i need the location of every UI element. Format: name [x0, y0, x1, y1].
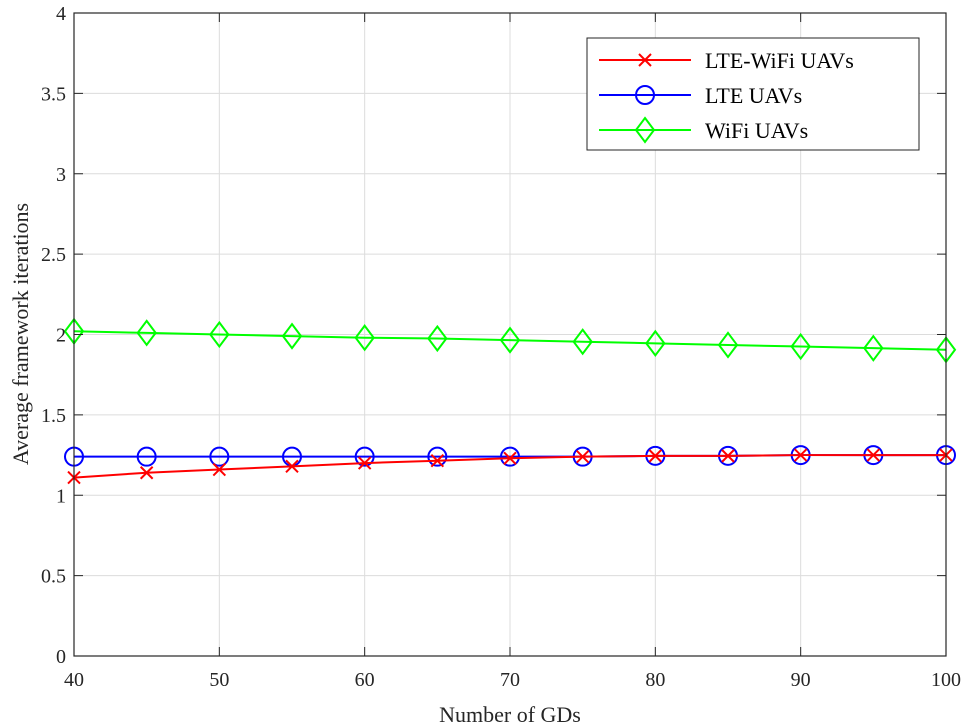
legend-marker — [638, 53, 652, 67]
data-point — [790, 332, 811, 361]
data-point — [717, 331, 739, 359]
data-point — [645, 329, 666, 358]
y-tick-label: 3 — [56, 164, 66, 186]
series-lte-wifi-uavs — [67, 448, 953, 485]
ticks — [73, 12, 947, 657]
data-point — [572, 328, 593, 356]
x-tick-label: 70 — [500, 669, 520, 691]
legend-marker — [634, 116, 656, 144]
y-tick-label: 4 — [56, 3, 66, 25]
y-tick-label: 0 — [56, 646, 66, 668]
data-point — [136, 319, 157, 347]
legend-label: WiFi UAVs — [705, 118, 808, 143]
series-layer — [63, 317, 957, 485]
x-tick-label: 60 — [355, 669, 375, 691]
data-point — [430, 453, 445, 468]
data-point — [503, 451, 517, 465]
data-point — [793, 448, 808, 462]
data-point — [212, 462, 227, 477]
data-point — [285, 459, 299, 474]
data-point — [354, 446, 375, 467]
y-tick-label: 2.5 — [41, 244, 66, 266]
data-point — [427, 324, 448, 353]
data-point — [866, 448, 881, 462]
data-point — [648, 449, 663, 463]
x-tick-label: 40 — [64, 669, 84, 691]
data-point — [427, 446, 448, 467]
legend-item-lte-uavs: LTE UAVs — [599, 83, 802, 108]
data-point — [281, 322, 303, 350]
y-tick-label: 1.5 — [41, 405, 66, 427]
x-tick-label: 90 — [791, 669, 811, 691]
data-point — [575, 449, 590, 464]
x-tick-label: 80 — [645, 669, 665, 691]
data-point — [500, 446, 520, 467]
legend-marker — [635, 85, 655, 105]
x-axis-label: Number of GDs — [439, 702, 581, 727]
series-line — [73, 330, 947, 351]
data-point — [136, 446, 157, 467]
y-axis-label: Average framework iterations — [8, 203, 33, 465]
tick-labels: 40 50 60 70 80 90 100 0 0.5 1 1.5 2 2.5 3 3.5 4 — [41, 3, 961, 691]
x-tick-label: 100 — [931, 669, 961, 691]
y-tick-label: 1 — [56, 485, 66, 507]
data-point — [357, 456, 372, 470]
series-wifi-uavs — [63, 317, 957, 364]
data-point — [499, 326, 521, 354]
y-tick-label: 2 — [56, 325, 66, 347]
legend-item-lte-wifi-uavs: LTE-WiFi UAVs — [599, 48, 854, 73]
legend: LTE-WiFi UAVs LTE UAVs WiFi UAVs — [586, 37, 920, 151]
y-tick-label: 0.5 — [41, 566, 66, 588]
data-point — [863, 334, 884, 362]
legend-label: LTE UAVs — [705, 83, 802, 108]
legend-item-wifi-uavs: WiFi UAVs — [599, 116, 808, 144]
data-point — [209, 446, 230, 467]
x-tick-label: 50 — [209, 669, 229, 691]
data-point — [721, 449, 735, 463]
data-point — [209, 320, 230, 349]
legend-label: LTE-WiFi UAVs — [705, 48, 854, 73]
data-point — [354, 324, 375, 352]
y-tick-label: 3.5 — [41, 83, 66, 105]
data-point — [139, 466, 154, 480]
